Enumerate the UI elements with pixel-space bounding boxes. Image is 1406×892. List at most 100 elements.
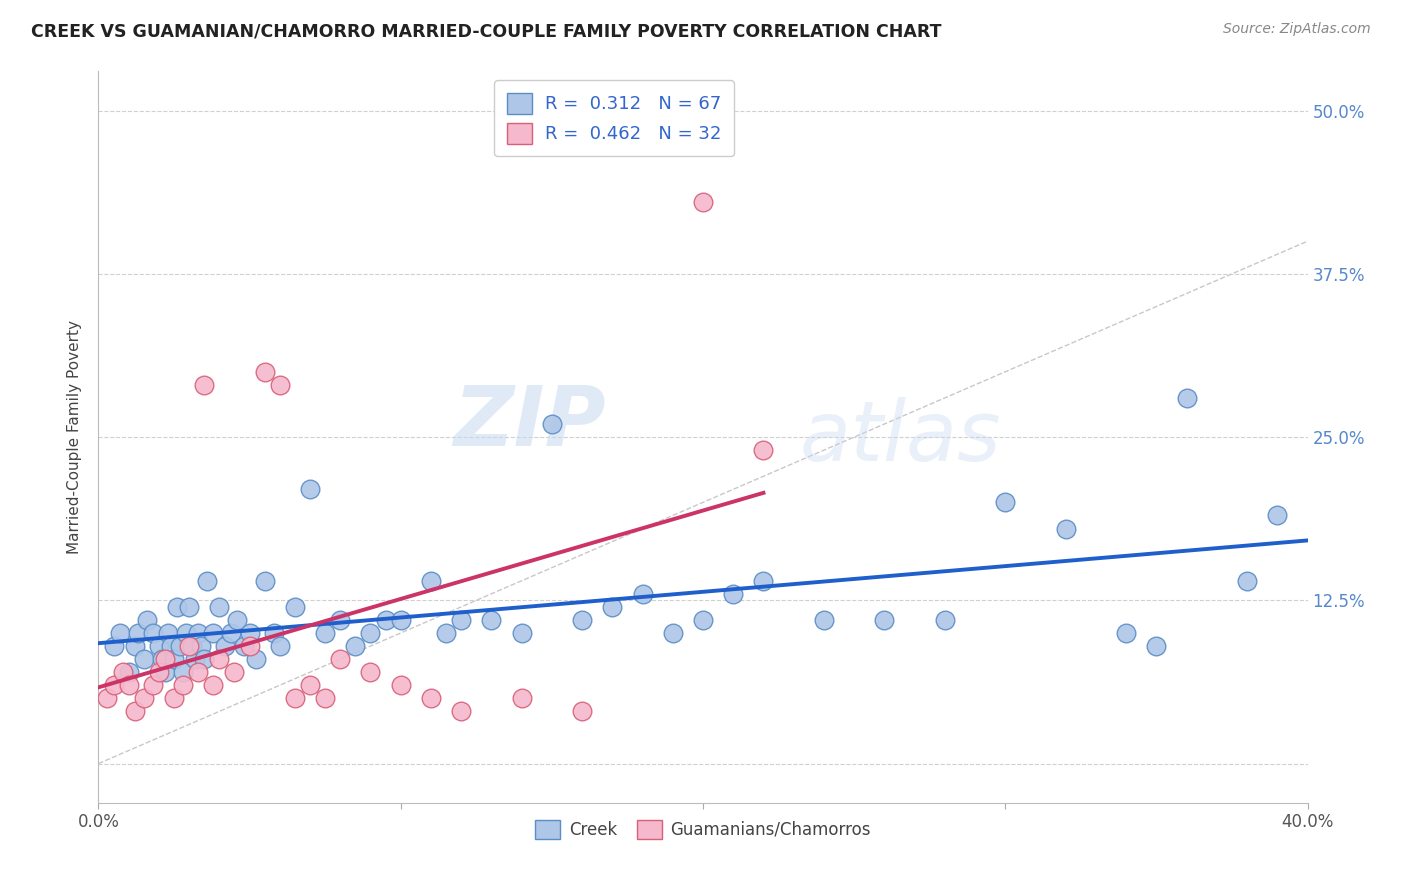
Point xyxy=(434,626,457,640)
Point xyxy=(752,443,775,458)
Point xyxy=(450,705,472,719)
Point xyxy=(389,678,412,692)
Point xyxy=(1267,508,1289,523)
Point xyxy=(269,639,291,653)
Point xyxy=(571,613,593,627)
Point xyxy=(169,639,191,653)
Point xyxy=(163,691,186,706)
Y-axis label: Married-Couple Family Poverty: Married-Couple Family Poverty xyxy=(67,320,83,554)
Point xyxy=(510,626,533,640)
Point xyxy=(269,377,291,392)
Point xyxy=(314,691,336,706)
Text: Source: ZipAtlas.com: Source: ZipAtlas.com xyxy=(1223,22,1371,37)
Point xyxy=(96,691,118,706)
Point xyxy=(1115,626,1137,640)
Point xyxy=(174,626,197,640)
Point xyxy=(156,626,179,640)
Point xyxy=(360,665,382,680)
Point xyxy=(193,377,215,392)
Legend: Creek, Guamanians/Chamorros: Creek, Guamanians/Chamorros xyxy=(529,814,877,846)
Point xyxy=(202,626,225,640)
Point xyxy=(142,678,165,692)
Point xyxy=(723,587,745,601)
Point xyxy=(118,665,141,680)
Point xyxy=(245,652,267,666)
Point xyxy=(510,691,533,706)
Point xyxy=(181,639,204,653)
Point xyxy=(221,626,243,640)
Point xyxy=(420,574,443,588)
Point xyxy=(132,691,155,706)
Point xyxy=(193,652,215,666)
Point xyxy=(813,613,835,627)
Point xyxy=(692,613,714,627)
Point xyxy=(420,691,443,706)
Point xyxy=(172,665,194,680)
Point xyxy=(994,495,1017,509)
Point xyxy=(253,365,276,379)
Point xyxy=(239,639,262,653)
Point xyxy=(150,652,173,666)
Point xyxy=(179,639,201,653)
Point xyxy=(111,665,134,680)
Point xyxy=(103,678,125,692)
Point xyxy=(314,626,336,640)
Point xyxy=(202,678,225,692)
Point xyxy=(142,626,165,640)
Point xyxy=(602,599,624,614)
Point xyxy=(1175,391,1198,405)
Point xyxy=(692,194,714,209)
Point xyxy=(374,613,396,627)
Point xyxy=(1144,639,1167,653)
Point xyxy=(226,613,249,627)
Point xyxy=(148,665,170,680)
Point xyxy=(1236,574,1258,588)
Point xyxy=(934,613,956,627)
Point xyxy=(103,639,125,653)
Point xyxy=(184,652,207,666)
Point xyxy=(135,613,157,627)
Point xyxy=(208,599,231,614)
Point xyxy=(224,665,246,680)
Point xyxy=(571,705,593,719)
Text: ZIP: ZIP xyxy=(454,382,606,463)
Point xyxy=(253,574,276,588)
Point xyxy=(239,626,262,640)
Point xyxy=(214,639,236,653)
Point xyxy=(187,665,209,680)
Text: atlas: atlas xyxy=(800,397,1001,477)
Point xyxy=(127,626,149,640)
Point xyxy=(195,574,218,588)
Point xyxy=(540,417,562,431)
Point xyxy=(190,639,212,653)
Point xyxy=(631,587,654,601)
Point xyxy=(1054,521,1077,535)
Point xyxy=(124,639,146,653)
Point xyxy=(179,599,201,614)
Point xyxy=(329,652,352,666)
Point xyxy=(208,652,231,666)
Point xyxy=(160,639,183,653)
Text: CREEK VS GUAMANIAN/CHAMORRO MARRIED-COUPLE FAMILY POVERTY CORRELATION CHART: CREEK VS GUAMANIAN/CHAMORRO MARRIED-COUP… xyxy=(31,22,942,40)
Point xyxy=(481,613,503,627)
Point xyxy=(118,678,141,692)
Point xyxy=(172,678,194,692)
Point xyxy=(752,574,775,588)
Point xyxy=(124,705,146,719)
Point xyxy=(148,639,170,653)
Point xyxy=(232,639,254,653)
Point xyxy=(299,678,322,692)
Point xyxy=(166,599,188,614)
Point xyxy=(389,613,412,627)
Point xyxy=(108,626,131,640)
Point xyxy=(329,613,352,627)
Point xyxy=(187,626,209,640)
Point xyxy=(163,652,186,666)
Point xyxy=(661,626,683,640)
Point xyxy=(360,626,382,640)
Point xyxy=(263,626,285,640)
Point xyxy=(284,691,307,706)
Point xyxy=(299,483,322,497)
Point xyxy=(153,665,176,680)
Point xyxy=(450,613,472,627)
